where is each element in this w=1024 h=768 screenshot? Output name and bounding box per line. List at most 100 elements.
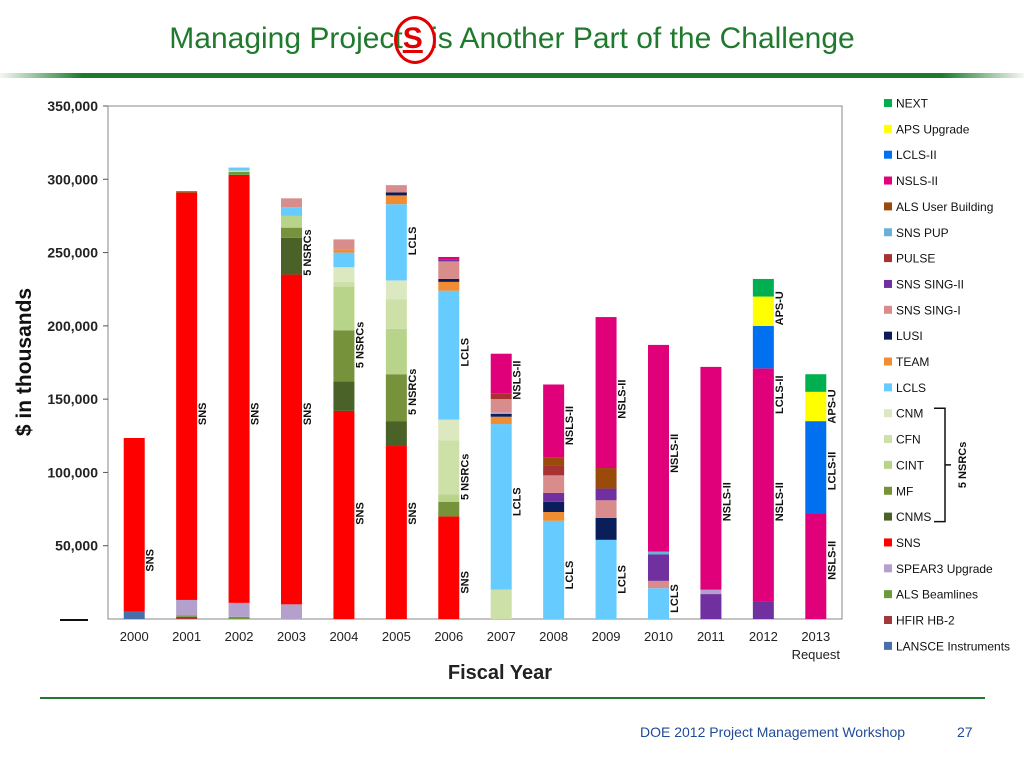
legend-swatch-lansce-instruments [884,641,892,650]
y-tick-label: 350,000 [47,98,98,114]
bar-segment-lusi [385,192,407,196]
bar-annotation: NSLS-II [617,380,629,419]
bar-segment-lusi [490,413,512,417]
bar-annotation: LCLS [564,561,576,590]
bar-segment-sns-sing-i [333,239,355,250]
bar-segment-nsls-ii [490,353,512,394]
bar-segment-team [543,512,565,521]
legend-swatch-cnm [884,409,892,418]
legend-swatch-als-user-building [884,202,892,211]
y-tick-label: 100,000 [47,464,98,480]
bar-annotation: 5 NSRCs [459,454,471,500]
bar-segment-sns-sing-ii [438,259,460,262]
legend-swatch-sns-sing-i [884,305,892,314]
bar-segment-sns [281,274,302,605]
legend-label: CINT [896,458,925,472]
legend-label: LANSCE Instruments [896,639,1010,653]
stacked-bar-chart: 350,000 300,000 250,000 200,000 150,000 100,0… [13,97,1010,685]
bar-segment-lcls-ii [752,325,774,369]
legend-label: CNM [896,407,923,421]
legend-label: SNS [896,536,921,550]
bar-segment-sns-sing-i [595,500,617,518]
bar-segment-lcls [228,167,250,171]
bar-annotation: 5 NSRCs [407,369,419,415]
x-tick-label: 2007 [487,629,516,644]
legend-bracket-label: 5 NSRCs [957,442,969,488]
bar-segment-spear3-upgrade [228,602,250,617]
footer-text: DOE 2012 Project Management Workshop [640,724,906,740]
x-tick-label: 2005 [382,629,411,644]
plot-frame [107,105,843,620]
y-tick-label: 150,000 [47,391,98,407]
bar-segment-cfn [385,299,407,329]
bar-annotation: APS-U [826,389,838,423]
bar-annotation: NSLS-II [721,482,733,521]
bar-segment-team [490,416,512,425]
bar-segment-lcls [281,207,302,216]
legend-label: ALS User Building [896,200,993,214]
bar-segment-sns-sing-i [543,475,565,493]
legend-swatch-lcls-ii [884,150,892,159]
legend-swatch-cint [884,460,892,469]
legend-bracket [934,407,951,523]
legend-label: CFN [896,433,921,447]
x-tick-label: 2010 [644,629,673,644]
bar-segment-aps-upgrade [805,391,827,422]
y-tick-label: 200,000 [47,318,98,334]
bar-segment-cnm [438,419,460,441]
legend-label: SNS SING-II [896,277,964,291]
bar-segment-lusi [595,517,617,540]
bar-segment-nsls-ii [543,384,565,458]
bar-segment-sns [385,446,407,619]
x-axis-title: Fiscal Year [448,662,552,684]
bar-segment-cint [438,494,460,502]
legend-swatch-team [884,357,892,366]
page-number: 27 [957,724,973,740]
bar-segment-cfn [438,440,460,495]
bar-segment-sns-sing-ii [595,488,617,501]
bar-annotation: LCLS [512,487,524,516]
bar-annotation: NSLS-II [826,541,838,580]
y-tick-label: 50,000 [55,538,98,554]
bar-segment-cfn [333,281,355,287]
bar-annotation: SNS [354,502,366,525]
bar-segment-mf [385,374,407,422]
x-tick-label: 2012 [749,629,778,644]
y-tick-label: 300,000 [47,171,98,187]
legend-label: ALS Beamlines [896,588,978,602]
bar-segment-hfir-hb-2 [176,616,198,619]
bar-annotation: NSLS-II [669,434,681,473]
legend-swatch-pulse [884,254,892,263]
bar-segment-spear3-upgrade [490,412,512,414]
y-axis-title: $ in thousands [13,288,36,436]
bar-segment-cfn [228,170,250,172]
bar-segment-next [805,374,827,392]
x-tick-label: 2006 [434,629,463,644]
bar-segment-nsls-ii [805,513,827,619]
legend-swatch-spear3-upgrade [884,564,892,573]
bar-annotation: NSLS-II [512,361,524,400]
legend-label: NEXT [896,97,929,111]
circled-s-letter: S [393,16,436,64]
x-tick-label: 2008 [539,629,568,644]
legend-swatch-lusi [884,331,892,340]
bar-segment-sns-sing-i [648,580,669,589]
bar-segment-spear3-upgrade [281,604,302,619]
x-tick-label: 2004 [329,629,358,644]
bar-annotation: SNS [197,402,209,425]
bar-segment-lcls [333,252,355,268]
bar-segment-als-beamlines [176,191,198,193]
slide-title: Managing Project S is Another Part of the… [0,16,1024,64]
slide-title-part1: Managing Project [169,22,403,55]
bar-segment-lcls [648,588,669,619]
bar-annotation: LCLS [459,338,471,367]
bar-segment-team [333,249,355,253]
legend-label: APS Upgrade [896,122,970,136]
legend-swatch-cfn [884,435,892,444]
bar-segment-nsls-ii [648,344,669,552]
bar-segment-cnms [281,237,302,275]
bar-segment-lcls [490,424,512,590]
bar-segment-sns-sing-i [438,261,460,279]
bar-annotation: APS-U [774,291,786,325]
legend-label: NSLS-II [896,174,938,188]
